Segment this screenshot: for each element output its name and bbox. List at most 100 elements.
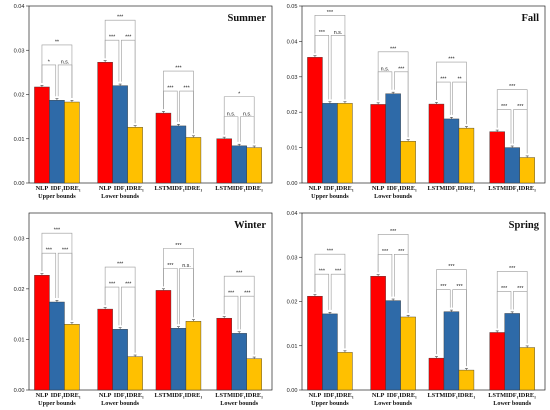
y-tick-label: 0.04 xyxy=(287,211,298,217)
bar-category-label: IDF₁ xyxy=(51,185,64,192)
bar-category-label: IDF₁ xyxy=(324,392,337,399)
significance-label: *** xyxy=(167,263,174,269)
bar-idf-1 xyxy=(49,100,65,184)
bar-category-label: IDRE₁ xyxy=(126,185,144,192)
bar-nlp-2 xyxy=(97,308,113,391)
bar-idre-4 xyxy=(519,157,535,184)
y-tick-label: 0.04 xyxy=(287,39,298,45)
bar-idf-2 xyxy=(112,85,128,184)
significance-bracket xyxy=(41,44,73,99)
y-tick-label: 0.00 xyxy=(14,388,25,394)
bar-category-label: NLP xyxy=(309,392,322,399)
significance-bracket xyxy=(377,51,409,138)
bar-idf-2 xyxy=(385,300,401,391)
significance-label: *** xyxy=(183,86,190,92)
significance-label: *** xyxy=(517,286,524,292)
bar-category-label: NLP xyxy=(372,392,385,399)
significance-label: n.s. xyxy=(243,111,252,117)
group-label: Lower bounds xyxy=(374,193,412,200)
bar-idre-2 xyxy=(127,127,143,184)
bar-lstm-3 xyxy=(428,357,445,391)
significance-label: *** xyxy=(109,35,116,41)
significance-bracket xyxy=(179,268,194,325)
y-tick-label: 0.01 xyxy=(287,146,298,152)
bar-category-label: IDF₁ xyxy=(114,185,127,192)
significance-bracket xyxy=(104,266,136,353)
y-tick-label: 0.01 xyxy=(287,344,298,350)
bar-category-label: LSTM xyxy=(215,185,233,192)
significance-bracket xyxy=(452,81,467,125)
significance-bracket xyxy=(436,61,467,125)
group-label: Upper bounds xyxy=(311,400,349,407)
y-tick-label: 0.00 xyxy=(14,181,25,187)
bar-idre-3 xyxy=(458,127,475,184)
y-tick-label: 0.01 xyxy=(14,337,25,343)
significance-label: *** xyxy=(109,282,116,288)
bar-idre-2 xyxy=(400,141,416,184)
bar-category-label: IDRE₁ xyxy=(518,185,536,192)
bar-category-label: LSTM xyxy=(155,185,173,192)
group-label: Lower bounds xyxy=(493,400,531,407)
significance-bracket xyxy=(314,15,346,100)
bar-category-label: IDF₁ xyxy=(233,392,246,399)
significance-bracket xyxy=(314,253,346,349)
significance-label: *** xyxy=(236,271,243,277)
bar-category-label: IDF₁ xyxy=(172,185,185,192)
bar-category-label: IDRE₁ xyxy=(518,392,536,399)
significance-bracket xyxy=(330,35,346,100)
bar-nlp-1 xyxy=(34,275,50,391)
significance-bracket xyxy=(513,109,528,154)
group-label: Lower bounds xyxy=(101,193,139,200)
plot-frame xyxy=(301,5,546,184)
bar-idre-3 xyxy=(458,369,475,391)
bar-idre-1 xyxy=(337,352,353,391)
significance-label: *** xyxy=(448,57,455,63)
bar-category-label: IDF₁ xyxy=(445,185,458,192)
significance-label: *** xyxy=(62,248,69,254)
bar-idf-1 xyxy=(49,301,65,391)
bar-lstm-4 xyxy=(489,131,505,184)
bar-nlp-2 xyxy=(370,104,386,184)
bar-category-label: IDF₁ xyxy=(387,185,400,192)
bar-idre-4 xyxy=(519,347,535,391)
significance-bracket xyxy=(223,96,255,144)
bar-idf-1 xyxy=(322,103,338,184)
significance-label: *** xyxy=(125,35,132,41)
bar-idre-1 xyxy=(337,103,353,184)
significance-label: *** xyxy=(456,284,463,290)
bar-category-label: IDRE₁ xyxy=(126,392,144,399)
significance-bracket xyxy=(223,275,255,355)
bar-category-label: IDF₁ xyxy=(506,185,519,192)
bar-category-label: LSTM xyxy=(215,392,233,399)
bar-idf-3 xyxy=(170,328,187,391)
significance-label: *** xyxy=(501,104,508,110)
bar-category-label: LSTM xyxy=(428,392,446,399)
significance-label: *** xyxy=(327,249,334,255)
bar-idf-4 xyxy=(504,147,520,184)
significance-label: * xyxy=(238,91,241,97)
group-label: Lower bounds xyxy=(220,400,258,407)
bar-category-label: IDF₁ xyxy=(445,392,458,399)
chart-title: Summer xyxy=(228,13,267,24)
y-tick-label: 0.02 xyxy=(14,287,25,293)
bar-lstm-4 xyxy=(489,332,505,391)
significance-label: *** xyxy=(244,291,251,297)
significance-label: *** xyxy=(335,269,342,275)
bar-category-label: IDRE₁ xyxy=(336,185,354,192)
significance-label: n.s. xyxy=(182,263,191,269)
bar-category-label: IDRE₁ xyxy=(245,185,263,192)
significance-bracket xyxy=(377,233,409,313)
significance-label: *** xyxy=(167,86,174,92)
bar-category-label: IDF₁ xyxy=(506,392,519,399)
bar-category-label: IDRE₁ xyxy=(63,185,81,192)
y-tick-label: 0.03 xyxy=(14,236,25,242)
significance-label: *** xyxy=(390,46,397,52)
bar-idf-2 xyxy=(385,93,401,184)
bar-lstm-3 xyxy=(428,103,445,184)
group-label: Lower bounds xyxy=(101,400,139,407)
bar-idre-4 xyxy=(246,358,262,391)
y-tick-label: 0.03 xyxy=(287,75,298,81)
